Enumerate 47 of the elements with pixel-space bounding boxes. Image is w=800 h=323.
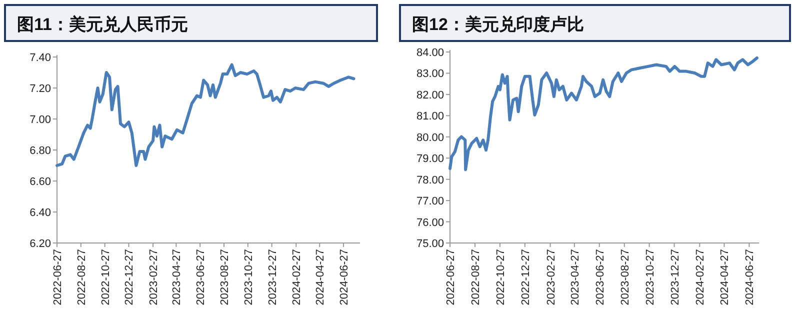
y-tick-label: 7.00 [30,114,51,126]
x-tick-label: 2023-12-27 [669,249,682,306]
x-tick-label: 2023-04-27 [569,249,582,306]
y-tick-label: 84.00 [416,47,444,59]
y-tick-label: 82.00 [416,89,444,102]
x-tick-label: 2023-12-27 [266,249,279,306]
x-tick-label: 2024-02-27 [694,249,707,306]
x-tick-label: 2024-04-27 [719,249,732,306]
x-tick-label: 2022-12-27 [124,249,136,306]
x-tick-label: 2023-06-27 [195,249,208,306]
x-tick-label: 2023-02-27 [545,249,558,306]
x-tick-label: 2022-10-27 [494,249,507,306]
y-tick-label: 6.80 [30,145,51,157]
x-tick-label: 2024-06-27 [338,249,351,306]
x-tick-label: 2022-08-27 [470,249,482,306]
x-tick-label: 2022-10-27 [100,249,112,306]
y-tick-label: 81.00 [416,110,444,123]
x-tick-label: 2023-10-27 [242,249,255,306]
y-tick-label: 78.00 [416,174,444,186]
x-tick-label: 2023-02-27 [148,249,160,306]
x-tick-label: 2023-06-27 [594,249,606,306]
y-tick-label: 75.00 [416,238,444,250]
x-tick-label: 2023-08-27 [619,249,632,306]
x-tick-label: 2023-08-27 [218,249,231,306]
x-tick-label: 2022-06-27 [52,249,64,306]
y-tick-label: 6.60 [30,176,51,188]
y-tick-label: 7.40 [30,52,51,64]
x-tick-label: 2022-12-27 [520,249,532,306]
y-tick-label: 7.20 [30,83,51,95]
x-tick-label: 2024-06-27 [744,249,756,306]
x-tick-label: 2022-06-27 [445,249,457,306]
y-tick-label: 79.00 [416,153,444,166]
y-tick-label: 76.00 [416,216,444,229]
y-tick-label: 80.00 [416,132,444,144]
line-series [448,56,758,172]
y-tick-label: 6.40 [30,207,51,219]
x-tick-label: 2023-04-27 [171,249,184,306]
x-tick-label: 2024-02-27 [291,249,304,306]
chart-title: 图11：美元兑人民币元 [17,15,188,34]
y-tick-label: 6.20 [30,238,51,250]
x-tick-label: 2024-04-27 [314,249,327,306]
y-tick-label: 77.00 [416,196,444,208]
x-tick-label: 2022-08-27 [76,249,88,306]
line-series [56,63,356,167]
chart-title: 图12：美元兑印度卢比 [412,15,584,34]
x-tick-label: 2023-10-27 [644,249,656,306]
y-tick-label: 83.00 [416,68,444,80]
